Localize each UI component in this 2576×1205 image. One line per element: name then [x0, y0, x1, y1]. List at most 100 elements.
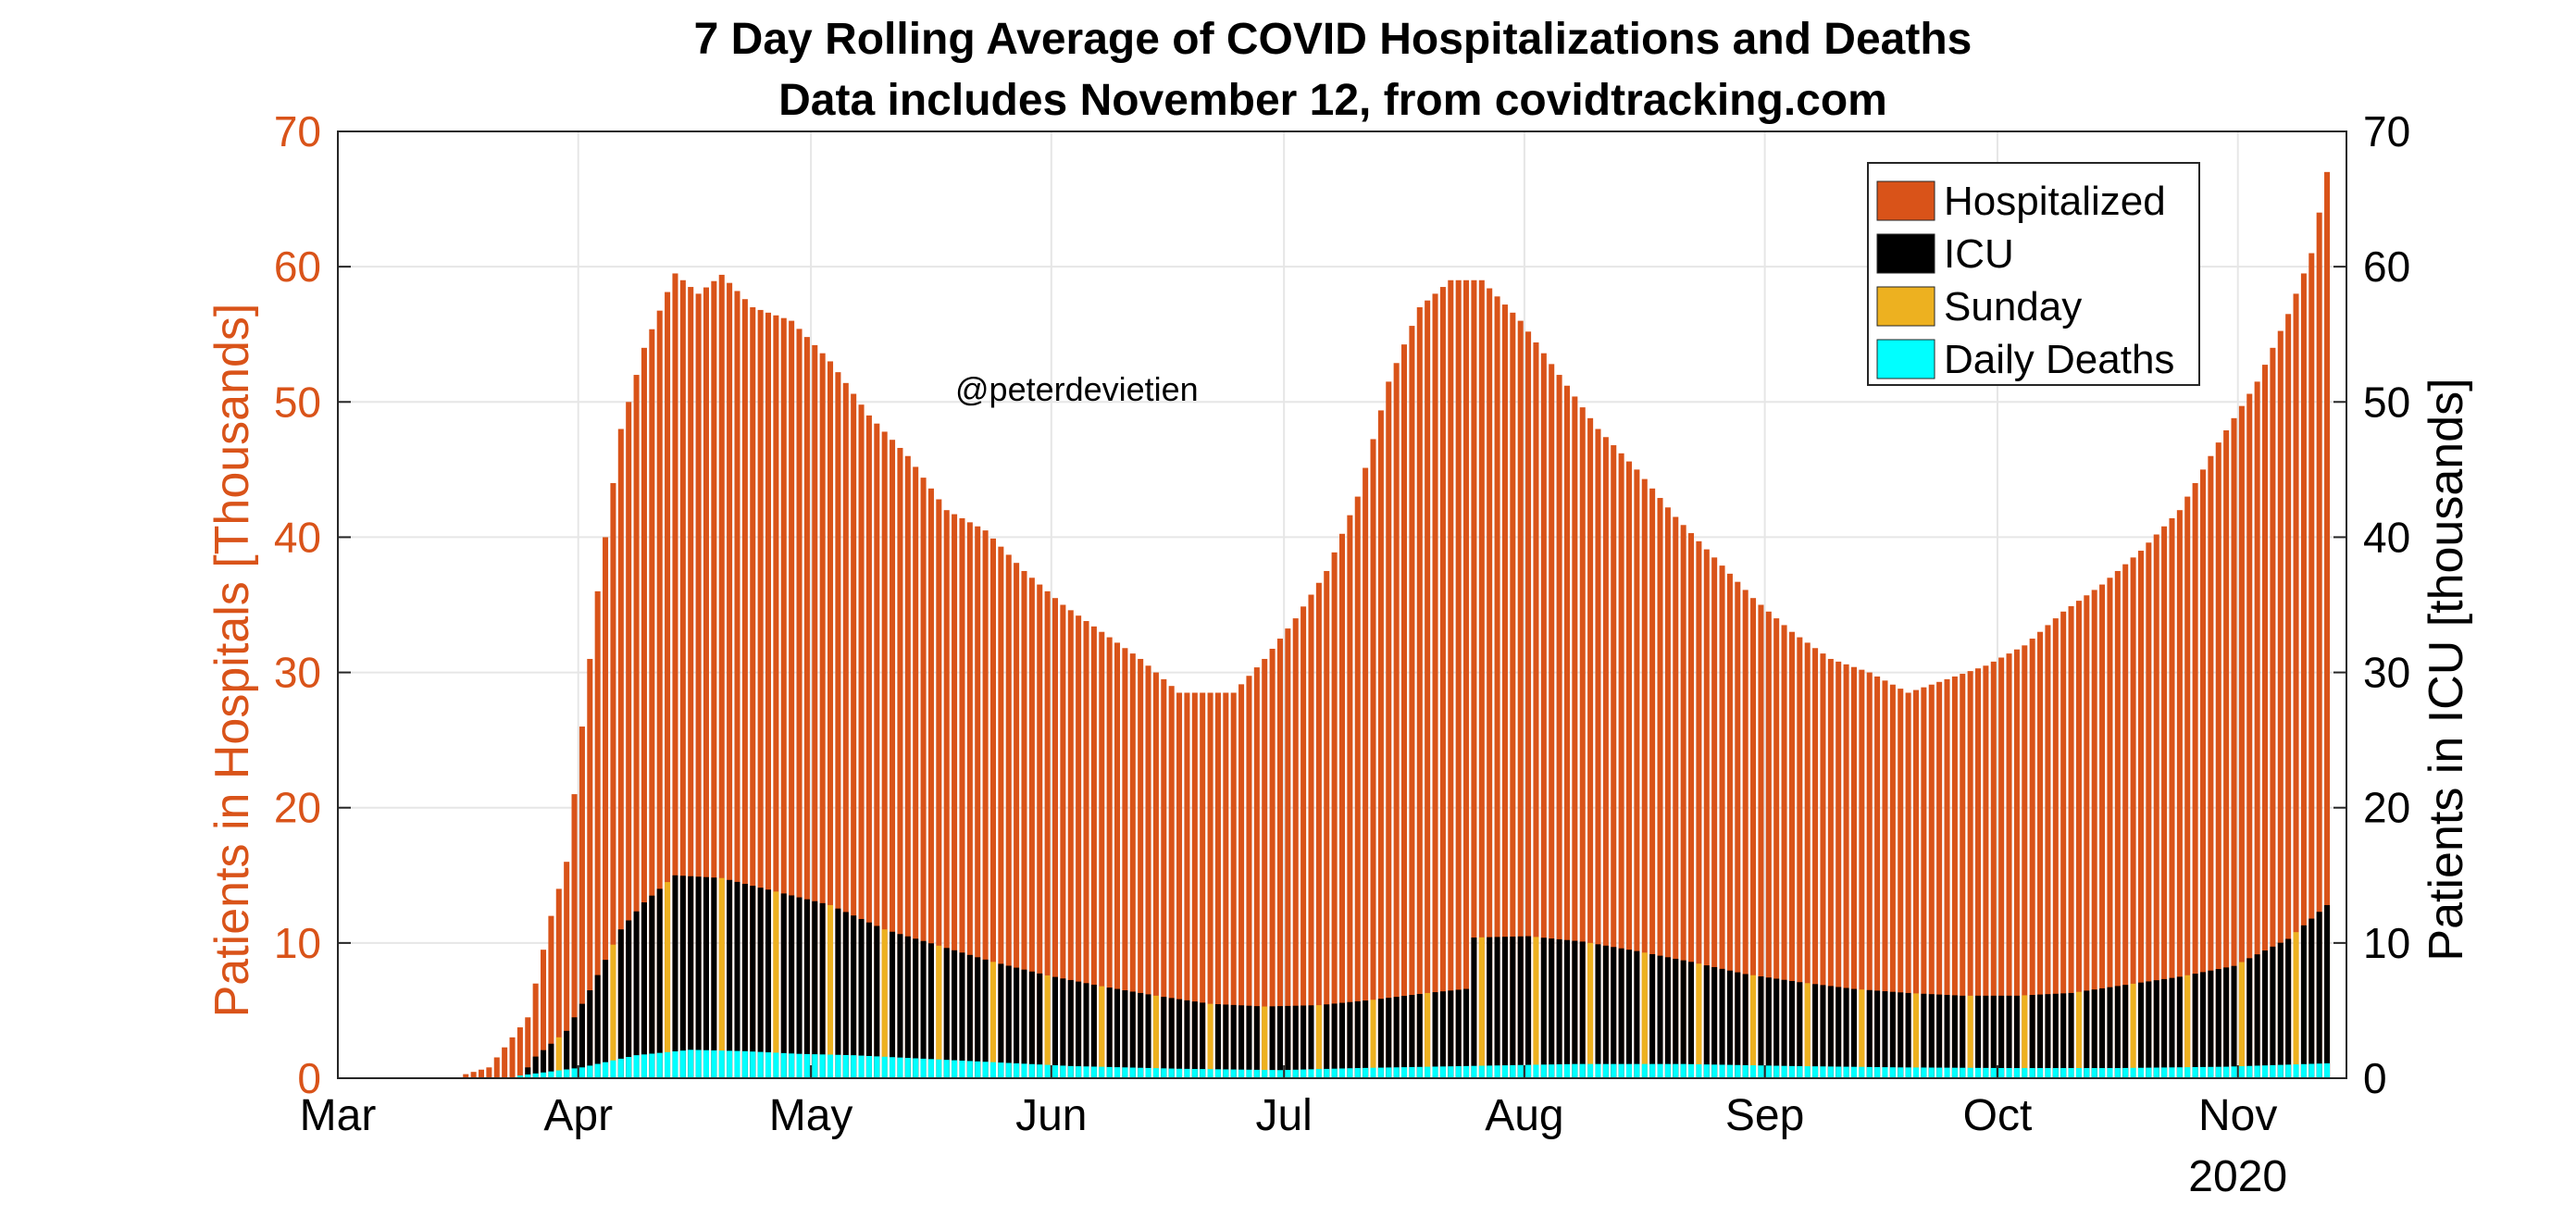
hospitalized-bar	[2293, 293, 2299, 1078]
hospitalized-bar	[975, 526, 981, 1078]
icu-bar	[1874, 990, 1881, 1078]
icu-bar	[2091, 989, 2097, 1078]
daily-deaths-bar	[1439, 1066, 1446, 1078]
sunday-bar	[773, 891, 779, 1078]
x-tick-label: May	[769, 1091, 853, 1140]
daily-deaths-bar	[741, 1050, 748, 1078]
hospitalized-bar	[858, 404, 865, 1078]
daily-deaths-bar	[1843, 1066, 1849, 1078]
icu-bar	[943, 948, 950, 1078]
sunday-bar	[989, 962, 996, 1078]
sunday-bar	[1099, 986, 1105, 1078]
daily-deaths-bar	[2184, 1067, 2191, 1078]
sunday-bar	[665, 882, 671, 1078]
daily-deaths-bar	[1292, 1069, 1299, 1078]
hospitalized-bar	[2238, 405, 2245, 1078]
daily-deaths-bar	[2045, 1068, 2051, 1078]
icu-bar	[679, 876, 686, 1078]
hospitalized-bar	[2091, 590, 2097, 1078]
hospitalized-bar	[1028, 578, 1035, 1078]
icu-bar	[1363, 1000, 1369, 1078]
daily-deaths-bar	[1262, 1070, 1268, 1078]
hospitalized-bar	[1432, 293, 1438, 1078]
icu-bar	[2037, 994, 2044, 1078]
icu-bar	[966, 954, 973, 1078]
right-tick-label: 0	[2363, 1054, 2387, 1102]
daily-deaths-bar	[913, 1058, 919, 1078]
daily-deaths-bar	[1525, 1064, 1532, 1078]
hospitalized-bar	[1664, 507, 1671, 1078]
hospitalized-bar	[2084, 595, 2090, 1078]
daily-deaths-bar	[1797, 1065, 1803, 1078]
daily-deaths-bar	[1758, 1065, 1764, 1078]
hospitalized-bar	[1276, 639, 1283, 1078]
icu-bar	[1664, 957, 1671, 1078]
daily-deaths-bar	[943, 1060, 950, 1078]
daily-deaths-bar	[1501, 1065, 1508, 1078]
daily-deaths-bar	[1983, 1067, 1989, 1078]
daily-deaths-bar	[1827, 1066, 1834, 1078]
daily-deaths-bar	[1347, 1068, 1353, 1078]
daily-deaths-bar	[1921, 1067, 1927, 1078]
daily-deaths-bar	[858, 1055, 865, 1078]
icu-bar	[548, 1043, 554, 1078]
hospitalized-bar	[1090, 626, 1097, 1078]
hospitalized-bar	[579, 727, 585, 1078]
hospitalized-bar	[819, 353, 826, 1078]
hospitalized-bar	[516, 1027, 523, 1078]
hospitalized-bar	[548, 915, 554, 1078]
icu-bar	[1928, 994, 1935, 1078]
hospitalized-bar	[757, 309, 764, 1078]
hospitalized-bar	[1230, 692, 1237, 1078]
hospitalized-bar	[486, 1067, 492, 1078]
daily-deaths-bar	[1898, 1067, 1904, 1078]
hospitalized-bar	[1602, 437, 1609, 1079]
daily-deaths-bar	[1308, 1069, 1314, 1078]
hospitalized-bar	[982, 530, 989, 1078]
daily-deaths-bar	[1386, 1067, 1392, 1078]
hospitalized-bar	[1494, 296, 1500, 1078]
daily-deaths-bar	[2153, 1067, 2159, 1078]
icu-bar	[757, 888, 764, 1078]
icu-bar	[920, 940, 927, 1078]
daily-deaths-bar	[541, 1072, 547, 1078]
icu-bar	[1765, 977, 1772, 1078]
hospitalized-bar	[2199, 469, 2207, 1078]
hospitalized-bar	[1735, 581, 1741, 1078]
icu-bar	[688, 876, 694, 1078]
hospitalized-bar	[1944, 678, 1950, 1078]
icu-bar	[1338, 1002, 1346, 1078]
hospitalized-bar	[881, 431, 888, 1078]
hospitalized-bar	[1866, 672, 1873, 1078]
daily-deaths-bar	[1114, 1067, 1121, 1078]
hospitalized-bar	[587, 658, 593, 1078]
icu-bar	[1161, 997, 1167, 1078]
icu-bar	[765, 889, 772, 1078]
daily-deaths-bar	[1517, 1064, 1524, 1078]
hospitalized-bar	[1827, 658, 1834, 1078]
hospitalized-bar	[1338, 533, 1346, 1078]
hospitalized-bar	[1750, 598, 1757, 1078]
sunday-bar	[2238, 962, 2245, 1078]
icu-bar	[851, 915, 857, 1078]
sunday-bar	[2022, 995, 2028, 1078]
hospitalized-bar	[842, 382, 849, 1079]
hospitalized-bar	[502, 1047, 508, 1078]
hospitalized-bar	[610, 482, 616, 1078]
hospitalized-bar	[1393, 363, 1400, 1078]
daily-deaths-bar	[1223, 1069, 1229, 1078]
icu-bar	[1331, 1003, 1338, 1078]
right-tick-label: 20	[2363, 784, 2410, 832]
hospitalized-bar	[1711, 557, 1718, 1078]
hospitalized-bar	[943, 510, 950, 1078]
icu-bar	[1703, 965, 1710, 1078]
daily-deaths-bar	[1276, 1070, 1283, 1078]
right-tick-label: 70	[2363, 107, 2410, 155]
hospitalized-bar	[703, 287, 709, 1079]
daily-deaths-bar	[2060, 1068, 2067, 1078]
icu-bar	[1145, 994, 1151, 1078]
hospitalized-bar	[2075, 601, 2082, 1078]
daily-deaths-bar	[2208, 1066, 2214, 1078]
icu-bar	[1253, 1006, 1260, 1078]
hospitalized-bar	[2153, 534, 2159, 1078]
